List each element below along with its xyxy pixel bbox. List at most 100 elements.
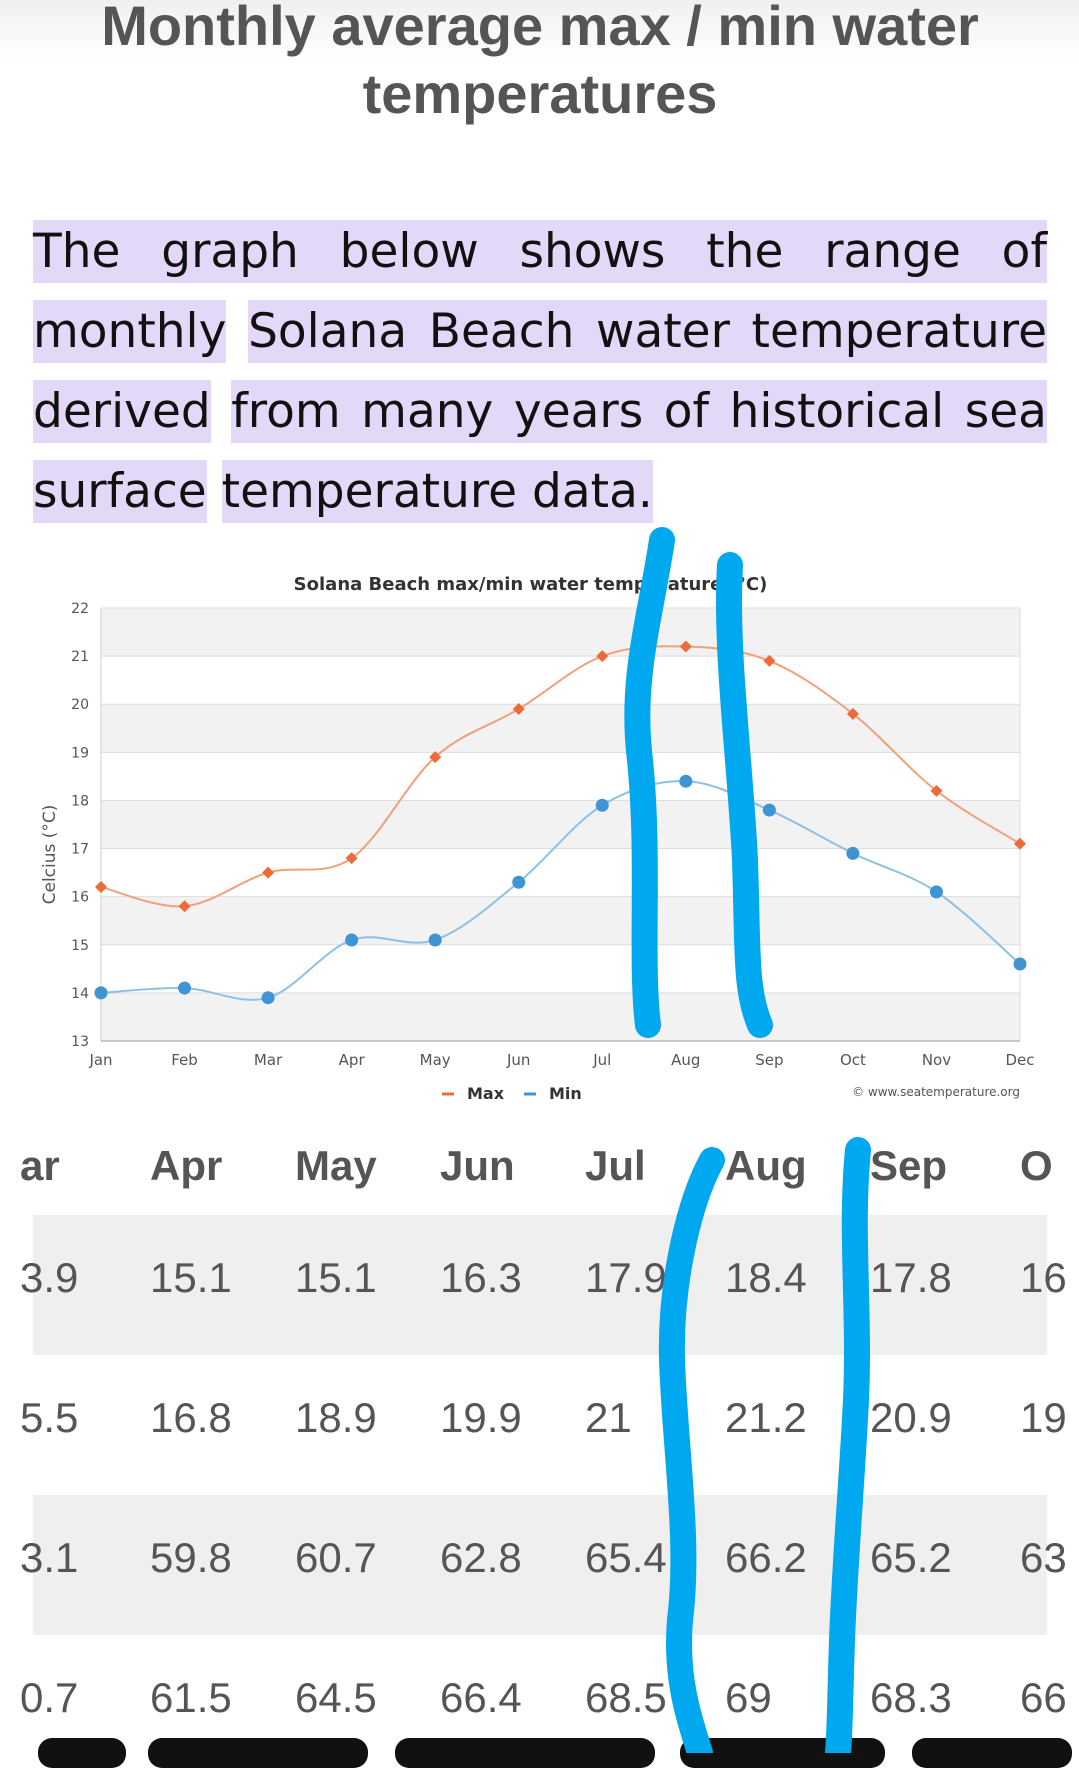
table-cell: 16.8 (150, 1394, 232, 1441)
table-cell: 65.4 (585, 1534, 667, 1581)
y-tick-label: 20 (71, 697, 89, 713)
data-point-max (429, 751, 442, 764)
temperature-table[interactable]: ar Apr May Jun Jul Aug Sep O 3.9 15.1 15.1 16.3 17.9… (0, 1120, 1079, 1753)
x-tick-label: Feb (171, 1051, 198, 1069)
temperature-chart: 13 14 15 16 17 18 19 20 21 22 Jan Feb Mar Apr May Jun Ju… (0, 520, 1079, 1103)
table-cell: 66 (1020, 1674, 1067, 1721)
y-axis-label: Celcius (°C) (40, 805, 60, 905)
x-tick-label: Nov (922, 1051, 951, 1069)
table-header-cell: Apr (150, 1142, 223, 1189)
table-cell: 60.7 (295, 1534, 377, 1581)
legend-label-min: Min (549, 1084, 582, 1100)
tab-pill[interactable] (912, 1738, 1072, 1768)
y-tick-label: 16 (71, 890, 89, 906)
x-tick-label: Oct (840, 1051, 866, 1069)
data-point-min (261, 991, 275, 1005)
page-title: Monthly average max / min water temperat… (101, 0, 979, 125)
table-cell: 61.5 (150, 1674, 232, 1721)
data-point-max (512, 703, 525, 716)
data-point-min (345, 933, 359, 947)
y-tick-label: 13 (71, 1034, 89, 1050)
table-header-cell: ar (20, 1142, 60, 1189)
y-tick-label: 21 (71, 649, 89, 665)
table-cell: 17.8 (870, 1254, 952, 1301)
data-point-max (345, 852, 358, 865)
table-cell: 20.9 (870, 1394, 952, 1441)
table-header-cell: Sep (870, 1142, 948, 1189)
data-point-min (762, 803, 776, 817)
data-point-max (178, 900, 191, 913)
table-cell: 21 (585, 1394, 632, 1441)
table-cell: 63 (1020, 1534, 1067, 1581)
data-point-max (763, 654, 776, 667)
tab-pill[interactable] (148, 1738, 368, 1768)
data-point-min (428, 933, 442, 947)
table-cell: 68.3 (870, 1674, 952, 1721)
table-row-shade (33, 1495, 1047, 1635)
intro-line: temperature data. (221, 460, 653, 523)
table-cell: 15.1 (150, 1254, 232, 1301)
data-point-max (262, 866, 275, 879)
table-cell: 16.3 (440, 1254, 522, 1301)
table-cell: 69 (725, 1674, 772, 1721)
data-point-max (95, 881, 107, 894)
table-header-cell: Jun (440, 1142, 515, 1189)
data-point-max (596, 650, 609, 663)
x-tick-label: Jan (88, 1051, 112, 1069)
table-cell: 65.2 (870, 1534, 952, 1581)
top-fade (0, 0, 1079, 60)
table-cell: 17.9 (585, 1254, 667, 1301)
x-tick-label: Sep (755, 1051, 783, 1069)
y-tick-label: 18 (71, 793, 89, 809)
chart-title: Solana Beach max/min water temperature (… (294, 574, 768, 595)
chart-band (101, 608, 1020, 657)
table-cell: 19.9 (440, 1394, 522, 1441)
table-cell: 15.1 (295, 1254, 377, 1301)
table-cell: 62.8 (440, 1534, 522, 1581)
table-cell: 18.9 (295, 1394, 377, 1441)
tab-pill[interactable] (395, 1738, 655, 1768)
data-point-max (1014, 837, 1026, 850)
y-tick-label: 14 (71, 986, 89, 1002)
intro-paragraph: The graph below shows the range of month… (33, 212, 1047, 532)
table-cell: 0.7 (20, 1674, 79, 1721)
tab-pill[interactable] (680, 1738, 885, 1768)
data-point-min (846, 846, 860, 860)
tab-pill[interactable] (38, 1738, 126, 1768)
data-point-min (929, 885, 943, 899)
data-point-min (178, 981, 192, 995)
chart-svg: 13 14 15 16 17 18 19 20 21 22 Jan Feb Mar Apr May Jun Ju… (40, 574, 1035, 1103)
table-cell: 21.2 (725, 1394, 807, 1441)
table-header-cell: Jul (585, 1142, 646, 1189)
table-cell: 19 (1020, 1394, 1067, 1441)
data-point-min (94, 986, 108, 1000)
x-tick-label: Mar (254, 1051, 283, 1069)
chart-band (101, 896, 1020, 945)
table-header-cell: O (1020, 1142, 1053, 1189)
data-point-min (512, 875, 526, 889)
data-point-min (679, 774, 693, 788)
data-point-max (930, 784, 943, 797)
x-tick-label: Dec (1005, 1051, 1034, 1069)
table-cell: 3.9 (20, 1254, 79, 1301)
table-cell: 64.5 (295, 1674, 377, 1721)
data-point-min (595, 798, 609, 812)
y-tick-label: 15 (71, 938, 89, 954)
data-point-max (679, 640, 692, 653)
chart-band (101, 992, 1020, 1041)
table-cell: 66.4 (440, 1674, 522, 1721)
table-row-shade (33, 1215, 1047, 1355)
x-tick-label: May (420, 1051, 451, 1069)
table-cell: 5.5 (20, 1394, 79, 1441)
series-line-max (100, 645, 1021, 908)
bottom-tab-bar (0, 1738, 1079, 1768)
data-point-max (846, 707, 859, 720)
x-tick-label: Jun (506, 1051, 530, 1069)
table-cell: 18.4 (725, 1254, 807, 1301)
table-cell: 68.5 (585, 1674, 667, 1721)
table-cell: 66.2 (725, 1534, 807, 1581)
table-header-cell: May (295, 1142, 377, 1189)
data-point-min (1013, 957, 1027, 971)
table-header-cell: Aug (725, 1142, 807, 1189)
chart-band (101, 704, 1020, 753)
